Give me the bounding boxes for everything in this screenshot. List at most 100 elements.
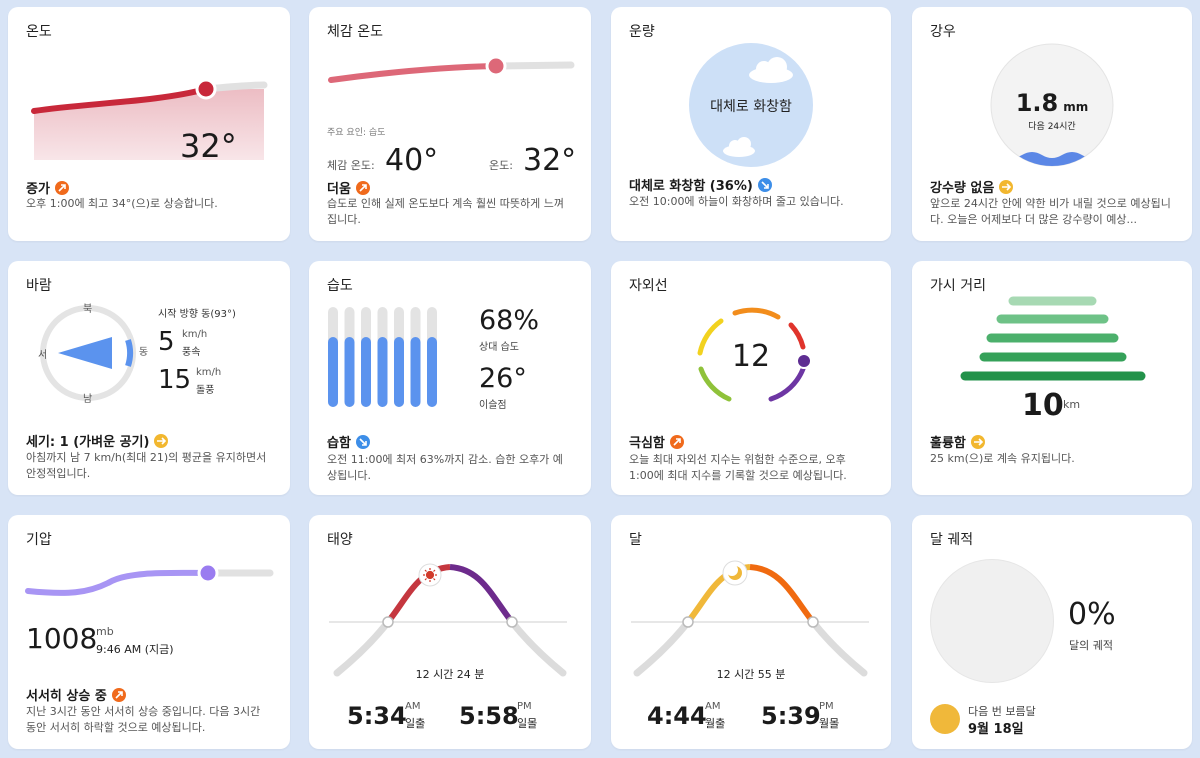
temperature-trend-chart [31,78,268,160]
humidity-bar [427,337,437,407]
humidity-bar [394,337,404,407]
humidity-status: 습함 [327,432,370,451]
cloud-status: 대체로 화창함 (36%) [629,175,772,194]
sun-icon [423,568,437,582]
wind-gust-unit: km/h [196,367,222,378]
visibility-value: 10 [1022,388,1064,423]
visibility-card[interactable]: 가시 거리 10 km 훌륭함 25 km(으)로 계속 유지됩니다. [912,261,1192,495]
card-title: 바람 [26,278,52,294]
trend-down-icon [355,434,370,449]
humidity-bar [410,337,421,407]
compass-east: 동 [136,346,147,356]
sunrise-label: 일출 [405,717,426,730]
rain-description: 앞으로 24시간 안에 약한 비가 내릴 것으로 예상됩니다. 오늘은 어제보다… [930,197,1171,226]
card-title: 강우 [930,24,956,40]
status-label: 서서히 상승 중 [26,689,107,704]
compass-south: 남 [83,394,93,405]
humidity-bar [328,337,338,407]
wind-card[interactable]: 바람 북 남 서 동 시작 방향 동(93°) 5 km/h 풍속 15 km/… [8,261,290,495]
pressure-status: 서서히 상승 중 [26,685,126,704]
moon-phase-card[interactable]: 달 궤적 0% 달의 궤적 다음 번 보름달 9월 18일 [912,515,1192,749]
pressure-unit: mb [96,625,114,638]
feels-like-card[interactable]: 체감 온도 주요 요인: 습도 체감 온도: 40° 온도: 32° 더움 습도… [309,7,591,241]
moonrise-ampm: AM [705,701,721,712]
uv-gauge [697,307,812,402]
status-label: 습함 [327,436,351,451]
trend-up-icon [54,180,69,195]
feels-label: 체감 온도: [327,159,375,172]
humidity-bar [377,337,388,407]
temperature-card[interactable]: 온도 32° 증가 오후 1:00에 최고 34°(으)로 상승합니다. [8,7,290,241]
rain-period: 다음 24시간 [1028,122,1076,132]
rain-amount: 1.8 [1015,89,1059,117]
cloud-cover-circle [689,43,813,167]
steady-icon [970,434,985,449]
moon-icon [726,564,742,580]
uv-description: 오늘 최대 자외선 지수는 위험한 수준으로, 오후 1:00에 최대 지수를 … [629,453,847,482]
wind-gust-label: 돌풍 [196,385,215,396]
actual-temp-value: 32° [523,143,577,178]
status-label: 강수량 없음 [930,181,995,196]
uv-status: 극심함 [629,432,684,451]
pressure-description: 지난 3시간 동안 서서히 상승 중입니다. 다음 3시간 동안 서서히 하락할… [26,705,261,734]
feels-like-status: 더움 [327,178,370,197]
moonset-time: 5:39 [761,702,821,730]
rain-amount-row: 1.8 mm [912,89,1192,117]
card-title: 가시 거리 [930,278,986,294]
dew-point-label: 이슬점 [479,400,507,411]
sun-card[interactable]: 태양 12 시간 24 분 5:34 AM 일출 5:58 PM 일몰 [309,515,591,749]
steady-icon [999,179,1014,194]
status-label: 증가 [26,182,50,197]
status-label: 더움 [327,182,351,197]
status-label: 대체로 화창함 (36%) [629,179,753,194]
uv-value: 12 [731,339,771,374]
card-title: 온도 [26,24,52,40]
wind-speed-unit: km/h [182,329,208,340]
next-full-moon-date: 9월 18일 [968,722,1024,737]
card-title: 달 궤적 [930,532,974,548]
dew-point-value: 26° [479,363,527,394]
visibility-description: 25 km(으)로 계속 유지됩니다. [930,452,1075,465]
rainfall-card[interactable]: 강우 1.8 mm 다음 24시간 강수량 없음 앞으로 24시간 안에 약한 … [912,7,1192,241]
relative-humidity-label: 상대 습도 [479,342,519,353]
wind-speed: 5 [158,327,175,357]
full-moon-icon [930,704,960,734]
visibility-status: 훌륭함 [930,432,985,451]
wind-compass [40,305,136,401]
humidity-card[interactable]: 습도 68% 상대 습도 26° 이슬점 습함 오전 11:00에 최저 63%… [309,261,591,495]
rainfall-gauge [990,43,1114,167]
moon-phase-disc [930,559,1054,683]
next-full-moon-label: 다음 번 보름달 [968,705,1036,718]
moon-card[interactable]: 달 12 시간 55 분 4:44 AM 월출 5:39 PM 월몰 [611,515,891,749]
temperature-value: 32° [180,127,237,165]
relative-humidity-value: 68% [479,305,540,336]
card-title: 자외선 [629,278,668,294]
wind-status: 세기: 1 (가벼운 공기) [26,431,169,450]
card-title: 운량 [629,24,655,40]
card-title: 체감 온도 [327,24,383,40]
cloud-cover-card[interactable]: 운량 대체로 화창함 대체로 화창함 (36%) 오전 10:00에 하늘이 화… [611,7,891,241]
humidity-bar [361,337,371,407]
cloud-circle-text: 대체로 화창함 [710,99,792,115]
visibility-levels [960,296,1146,381]
trend-up-icon [111,687,126,702]
sunset-time: 5:58 [459,702,519,730]
wind-direction: 시작 방향 동(93°) [158,309,236,320]
trend-up-icon [669,434,684,449]
humidity-bar [344,337,355,407]
pressure-time: 9:46 AM (지금) [96,643,174,656]
moon-phase-value: 0% [1068,597,1116,632]
wind-gust: 15 [158,365,192,395]
pressure-card[interactable]: 기압 1008 mb 9:46 AM (지금) 서서히 상승 중 지난 3시간 … [8,515,290,749]
visibility-unit: km [1063,398,1081,411]
wind-speed-label: 풍속 [182,347,201,358]
sunset-label: 일몰 [517,717,538,730]
rain-unit: mm [1063,100,1089,114]
sun-arc [329,563,567,677]
feels-factor-label: 주요 요인: 습도 [327,128,386,138]
moonrise-label: 월출 [705,717,726,730]
uv-card[interactable]: 자외선 12 극심함 오늘 최대 자외선 지수는 위험한 수준으로, 오후 1:… [611,261,891,495]
steady-icon [154,433,169,448]
moonrise-time: 4:44 [647,702,707,730]
sunrise-time: 5:34 [347,702,407,730]
